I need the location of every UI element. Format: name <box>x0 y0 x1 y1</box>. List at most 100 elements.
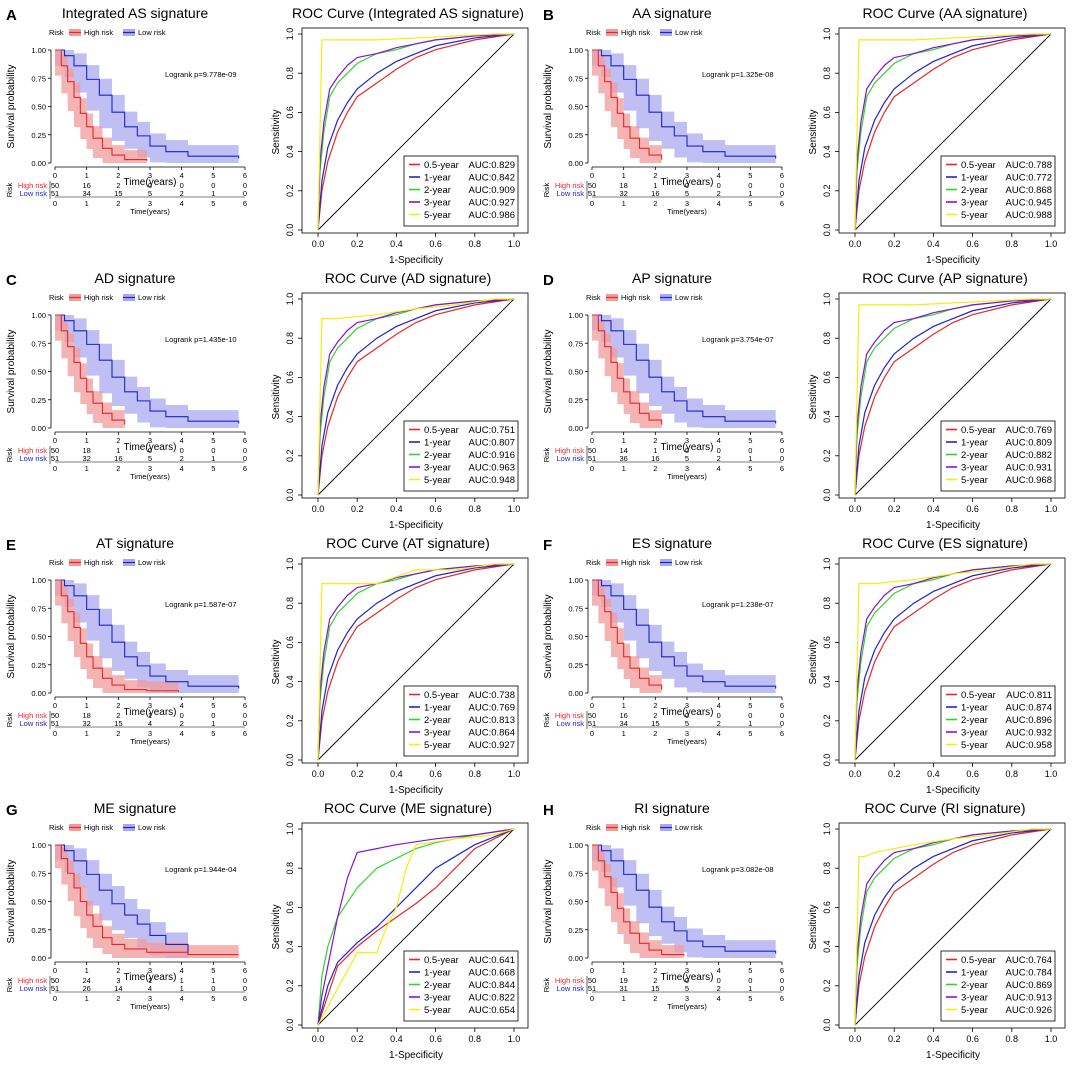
km-y-tick-label: 0.00 <box>31 424 46 433</box>
auc-legend-value: AUC:0.909 <box>469 185 515 196</box>
roc-y-axis-label: Sensitivity <box>271 109 282 154</box>
low-risk-ci-band <box>55 580 239 693</box>
risk-table-x-tick: 5 <box>748 464 752 473</box>
risk-count-low: 51 <box>51 454 59 463</box>
risk-count-low: 0 <box>780 454 784 463</box>
roc-y-tick-label: 1.0 <box>285 823 295 836</box>
auc-legend-label: 3-year <box>424 993 451 1004</box>
low-risk-ci-band <box>592 50 776 163</box>
auc-legend-value: AUC:0.769 <box>469 703 515 714</box>
km-legend-risk: Risk <box>49 28 64 37</box>
risk-count-high: 0 <box>748 711 752 720</box>
km-x-tick-label: 0 <box>53 701 57 710</box>
risk-table-x-tick: 2 <box>653 199 657 208</box>
roc-y-tick-label: 0.4 <box>822 410 832 423</box>
km-x-tick-label: 2 <box>116 966 120 975</box>
auc-legend: 0.5-year AUC:0.751 1-year AUC:0.807 2-year AU… <box>403 420 519 492</box>
risk-table-x-label: Time(years) <box>667 737 707 746</box>
km-y-tick-label: 0.25 <box>568 131 583 140</box>
km-y-axis-label: Survival probability <box>6 65 17 149</box>
roc-frame <box>301 292 529 499</box>
auc-legend-label: 2-year <box>961 450 988 461</box>
risk-count-low: 1 <box>211 719 215 728</box>
risk-count-high: 0 <box>748 976 752 985</box>
auc-legend-label: 5-year <box>424 740 451 751</box>
roc-x-tick-label: 1.0 <box>1045 239 1058 249</box>
km-x-tick-label: 1 <box>622 436 626 445</box>
auc-legend-label: 0.5-year <box>961 955 996 966</box>
roc-diagonal <box>317 298 515 496</box>
km-x-tick-label: 0 <box>53 966 57 975</box>
risk-count-high: 24 <box>82 976 90 985</box>
km-x-tick-label: 5 <box>748 966 752 975</box>
roc-y-axis-label: Sensitivity <box>808 374 819 419</box>
auc-legend-label: 3-year <box>424 198 451 209</box>
risk-table-x-tick: 4 <box>717 729 721 738</box>
risk-count-high: 19 <box>619 976 627 985</box>
roc-x-tick-label: 0.6 <box>429 1034 442 1044</box>
panel-letter: A <box>6 7 17 24</box>
risk-table-x-label: Time(years) <box>130 472 170 481</box>
km-x-tick-label: 5 <box>748 436 752 445</box>
risk-count-high: 0 <box>780 711 784 720</box>
roc-curve-5-year <box>317 828 515 1026</box>
high-risk-ci-band <box>592 580 662 693</box>
km-plot: AA signature Risk High risk Low risk 0.00 0.2… <box>543 5 784 188</box>
risk-count-low: 2 <box>180 454 184 463</box>
km-x-tick-label: 3 <box>685 966 689 975</box>
roc-curve-5-year <box>854 828 1051 1026</box>
km-y-tick-label: 0.00 <box>568 424 583 433</box>
risk-table-x-tick: 0 <box>53 199 57 208</box>
roc-frame <box>838 27 1066 234</box>
roc-plot: ROC Curve (RI signature) 0.0 0.2 0.4 0.6 0.8 1… <box>808 800 1066 1061</box>
roc-y-tick-label: 0.2 <box>822 185 832 198</box>
risk-table-x-tick: 3 <box>148 729 152 738</box>
low-risk-curve <box>592 844 777 954</box>
roc-diagonal <box>317 563 515 761</box>
roc-x-tick-label: 0.6 <box>429 504 442 514</box>
km-x-tick-label: 2 <box>116 171 120 180</box>
risk-table-x-tick: 3 <box>685 994 689 1003</box>
low-risk-ci-band <box>55 50 239 163</box>
roc-diagonal <box>854 33 1052 231</box>
roc-y-tick-label: 0.6 <box>285 106 295 119</box>
low-risk-legend-label: Low risk <box>138 558 166 567</box>
auc-legend-value: AUC:0.654 <box>469 1005 515 1016</box>
risk-table-x-tick: 5 <box>211 994 215 1003</box>
risk-count-high: 0 <box>780 976 784 985</box>
risk-table-x-tick: 3 <box>685 729 689 738</box>
risk-count-low: 1 <box>748 984 752 993</box>
auc-legend-label: 3-year <box>424 463 451 474</box>
high-risk-legend-label: High risk <box>621 28 650 37</box>
auc-legend-label: 3-year <box>961 728 988 739</box>
km-x-tick-label: 2 <box>653 171 657 180</box>
roc-x-tick-label: 0.0 <box>849 504 862 514</box>
roc-curve-5-year <box>317 563 514 761</box>
risk-count-high: 0 <box>211 711 215 720</box>
low-risk-legend-label: Low risk <box>675 823 703 832</box>
km-y-tick-label: 0.00 <box>568 954 583 963</box>
risk-table-x-tick: 0 <box>590 464 594 473</box>
km-x-tick-label: 4 <box>180 436 184 445</box>
roc-x-tick-label: 0.2 <box>351 1034 364 1044</box>
km-y-tick-label: 1.00 <box>31 311 46 320</box>
roc-x-tick-label: 1.0 <box>1045 1034 1058 1044</box>
auc-legend-value: AUC:0.927 <box>469 740 515 751</box>
risk-count-high: 0 <box>717 181 721 190</box>
roc-y-tick-label: 0.2 <box>285 980 295 993</box>
roc-x-tick-label: 0.0 <box>312 769 325 779</box>
km-x-tick-label: 5 <box>748 701 752 710</box>
km-x-tick-label: 5 <box>748 171 752 180</box>
low-risk-legend-label: Low risk <box>675 558 703 567</box>
roc-title: ROC Curve (AD signature) <box>325 270 492 286</box>
roc-x-tick-label: 0.2 <box>888 1034 901 1044</box>
km-y-tick-label: 0.50 <box>568 103 583 112</box>
km-legend-risk: Risk <box>49 823 64 832</box>
km-y-axis-label: Survival probability <box>543 860 554 944</box>
risk-table-high-label: High risk <box>18 181 47 190</box>
roc-curve-0.5-year <box>317 298 515 496</box>
risk-table-x-tick: 4 <box>717 199 721 208</box>
